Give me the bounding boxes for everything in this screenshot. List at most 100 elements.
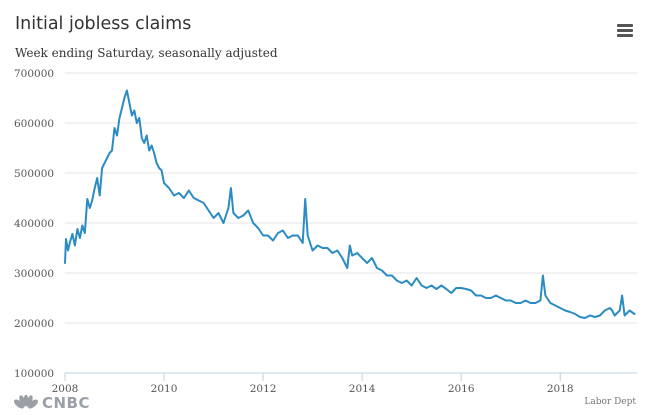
data-point[interactable] <box>151 144 153 146</box>
data-point[interactable] <box>411 284 413 286</box>
data-point[interactable] <box>148 149 150 151</box>
data-point[interactable] <box>361 257 363 259</box>
data-point[interactable] <box>611 309 613 311</box>
data-point[interactable] <box>539 299 541 301</box>
data-point[interactable] <box>94 187 96 189</box>
data-point[interactable] <box>163 182 165 184</box>
data-point[interactable] <box>401 282 403 284</box>
data-point[interactable] <box>183 197 185 199</box>
data-point[interactable] <box>549 302 551 304</box>
data-point[interactable] <box>232 212 234 214</box>
data-point[interactable] <box>103 162 105 164</box>
data-point[interactable] <box>128 102 130 104</box>
data-point[interactable] <box>544 294 546 296</box>
data-point[interactable] <box>381 269 383 271</box>
data-point[interactable] <box>470 289 472 291</box>
data-point[interactable] <box>435 288 437 290</box>
data-point[interactable] <box>136 122 138 124</box>
data-point[interactable] <box>67 249 69 251</box>
data-point[interactable] <box>257 227 259 229</box>
data-point[interactable] <box>480 294 482 296</box>
data-point[interactable] <box>173 194 175 196</box>
data-point[interactable] <box>89 207 91 209</box>
data-point[interactable] <box>569 311 571 313</box>
data-point[interactable] <box>131 114 133 116</box>
data-point[interactable] <box>287 237 289 239</box>
data-point[interactable] <box>79 237 81 239</box>
data-point[interactable] <box>272 239 274 241</box>
data-point[interactable] <box>116 134 118 136</box>
data-point[interactable] <box>450 292 452 294</box>
data-point[interactable] <box>282 229 284 231</box>
data-point[interactable] <box>146 134 148 136</box>
data-point[interactable] <box>304 198 306 200</box>
data-point[interactable] <box>311 249 313 251</box>
data-point[interactable] <box>495 294 497 296</box>
data-point[interactable] <box>65 238 67 240</box>
data-point[interactable] <box>84 232 86 234</box>
data-point[interactable] <box>64 262 66 264</box>
data-point[interactable] <box>366 262 368 264</box>
data-point[interactable] <box>621 294 623 296</box>
data-point[interactable] <box>101 167 103 169</box>
data-point[interactable] <box>160 169 162 171</box>
data-point[interactable] <box>420 284 422 286</box>
data-point[interactable] <box>292 234 294 236</box>
data-point[interactable] <box>524 299 526 301</box>
data-point[interactable] <box>307 234 309 236</box>
data-point[interactable] <box>302 242 304 244</box>
data-point[interactable] <box>141 137 143 139</box>
data-point[interactable] <box>406 279 408 281</box>
data-point[interactable] <box>133 109 135 111</box>
data-point[interactable] <box>415 277 417 279</box>
data-point[interactable] <box>349 244 351 246</box>
data-point[interactable] <box>485 297 487 299</box>
data-point[interactable] <box>594 316 596 318</box>
data-point[interactable] <box>158 167 160 169</box>
data-point[interactable] <box>178 192 180 194</box>
data-point[interactable] <box>534 302 536 304</box>
data-point[interactable] <box>490 297 492 299</box>
data-point[interactable] <box>510 299 512 301</box>
data-point[interactable] <box>465 288 467 290</box>
data-point[interactable] <box>356 252 358 254</box>
data-point[interactable] <box>579 316 581 318</box>
data-point[interactable] <box>341 257 343 259</box>
data-point[interactable] <box>108 152 110 154</box>
data-point[interactable] <box>111 149 113 151</box>
data-point[interactable] <box>155 162 157 164</box>
data-point[interactable] <box>609 307 611 309</box>
data-point[interactable] <box>168 187 170 189</box>
data-point[interactable] <box>554 304 556 306</box>
data-point[interactable] <box>584 317 586 319</box>
data-point[interactable] <box>614 314 616 316</box>
data-point[interactable] <box>230 187 232 189</box>
data-point[interactable] <box>331 252 333 254</box>
data-point[interactable] <box>623 314 625 316</box>
data-point[interactable] <box>336 249 338 251</box>
hamburger-menu-icon[interactable] <box>615 22 637 40</box>
data-point[interactable] <box>628 309 630 311</box>
data-point[interactable] <box>529 302 531 304</box>
data-point[interactable] <box>475 294 477 296</box>
data-point[interactable] <box>203 202 205 204</box>
data-point[interactable] <box>326 247 328 249</box>
data-point[interactable] <box>121 107 123 109</box>
data-point[interactable] <box>237 217 239 219</box>
data-point[interactable] <box>91 199 93 201</box>
data-point[interactable] <box>252 222 254 224</box>
data-point[interactable] <box>207 209 209 211</box>
data-point[interactable] <box>222 222 224 224</box>
data-point[interactable] <box>309 242 311 244</box>
data-point[interactable] <box>227 207 229 209</box>
data-point[interactable] <box>123 97 125 99</box>
data-point[interactable] <box>247 209 249 211</box>
data-point[interactable] <box>559 307 561 309</box>
data-point[interactable] <box>440 284 442 286</box>
data-point[interactable] <box>76 228 78 230</box>
source-credit[interactable]: Labor Dept <box>584 397 636 407</box>
data-point[interactable] <box>351 254 353 256</box>
data-point[interactable] <box>277 232 279 234</box>
data-point[interactable] <box>69 241 71 243</box>
data-point[interactable] <box>193 197 195 199</box>
